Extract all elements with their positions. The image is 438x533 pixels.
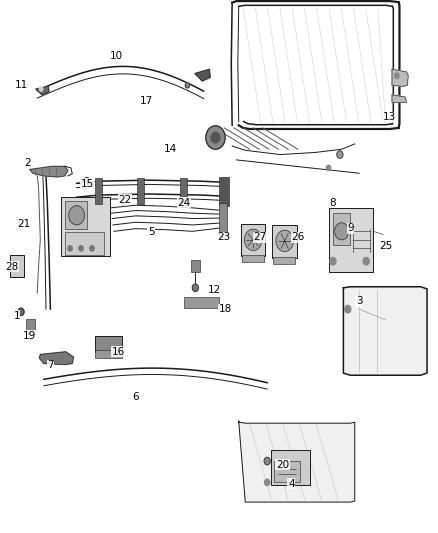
Bar [333, 213, 350, 245]
Polygon shape [343, 287, 427, 375]
Bar [26, 319, 35, 334]
Polygon shape [392, 69, 408, 86]
Text: 28: 28 [6, 262, 19, 271]
Circle shape [90, 246, 94, 251]
Circle shape [185, 83, 190, 88]
Bar [329, 208, 373, 272]
Bar [219, 177, 229, 206]
Circle shape [337, 151, 343, 158]
Circle shape [326, 165, 331, 171]
Text: 18: 18 [219, 304, 232, 314]
Text: 11: 11 [14, 80, 28, 90]
Bar [61, 197, 110, 256]
Circle shape [335, 223, 349, 240]
Circle shape [79, 246, 83, 251]
Bar [242, 255, 264, 262]
Text: 27: 27 [253, 232, 266, 242]
Bar [271, 450, 310, 485]
Bar [191, 260, 200, 272]
Bar [95, 336, 122, 352]
Polygon shape [195, 69, 210, 81]
Bar [241, 224, 265, 256]
Text: 7: 7 [47, 360, 54, 370]
Bar [65, 232, 104, 255]
Polygon shape [36, 86, 49, 95]
Bar [95, 350, 122, 358]
Text: 13: 13 [383, 112, 396, 122]
Text: 19: 19 [23, 331, 36, 341]
Circle shape [211, 132, 220, 143]
Text: 3: 3 [356, 296, 363, 306]
Circle shape [69, 206, 85, 225]
Text: 14: 14 [164, 144, 177, 154]
Text: 6: 6 [132, 392, 139, 402]
Bar [274, 461, 300, 482]
Circle shape [68, 246, 72, 251]
Circle shape [192, 284, 198, 292]
Circle shape [330, 257, 336, 265]
Text: 10: 10 [110, 51, 123, 61]
Circle shape [264, 457, 270, 465]
Circle shape [395, 73, 399, 78]
Circle shape [276, 230, 293, 252]
Circle shape [363, 257, 369, 265]
Text: 26: 26 [291, 232, 304, 242]
Text: 8: 8 [329, 198, 336, 207]
Bar [65, 201, 87, 229]
Polygon shape [30, 166, 68, 177]
Bar [95, 178, 102, 204]
Bar [272, 225, 297, 258]
Bar [180, 178, 187, 204]
Text: 1: 1 [13, 311, 20, 320]
Text: 22: 22 [118, 195, 131, 205]
Text: 15: 15 [81, 179, 94, 189]
Text: 17: 17 [140, 96, 153, 106]
Polygon shape [239, 421, 355, 502]
Text: 5: 5 [148, 227, 155, 237]
Bar [137, 178, 144, 204]
Circle shape [18, 308, 24, 316]
Circle shape [244, 229, 262, 251]
Circle shape [265, 479, 270, 486]
Circle shape [84, 177, 90, 185]
Circle shape [206, 126, 225, 149]
Text: 21: 21 [18, 219, 31, 229]
Text: 20: 20 [276, 460, 289, 470]
Bar [219, 203, 227, 237]
Text: 4: 4 [288, 479, 295, 489]
Text: 23: 23 [217, 232, 230, 242]
Circle shape [39, 87, 43, 91]
Polygon shape [392, 95, 406, 102]
Bar [273, 257, 295, 264]
Text: 24: 24 [177, 198, 191, 207]
Polygon shape [39, 352, 74, 365]
Text: 2: 2 [24, 158, 31, 167]
Circle shape [345, 305, 351, 313]
Text: 9: 9 [347, 223, 354, 233]
Text: 16: 16 [112, 347, 125, 357]
Bar [10, 255, 24, 277]
Text: 12: 12 [208, 286, 221, 295]
Bar [184, 297, 219, 308]
Text: 25: 25 [379, 241, 392, 251]
